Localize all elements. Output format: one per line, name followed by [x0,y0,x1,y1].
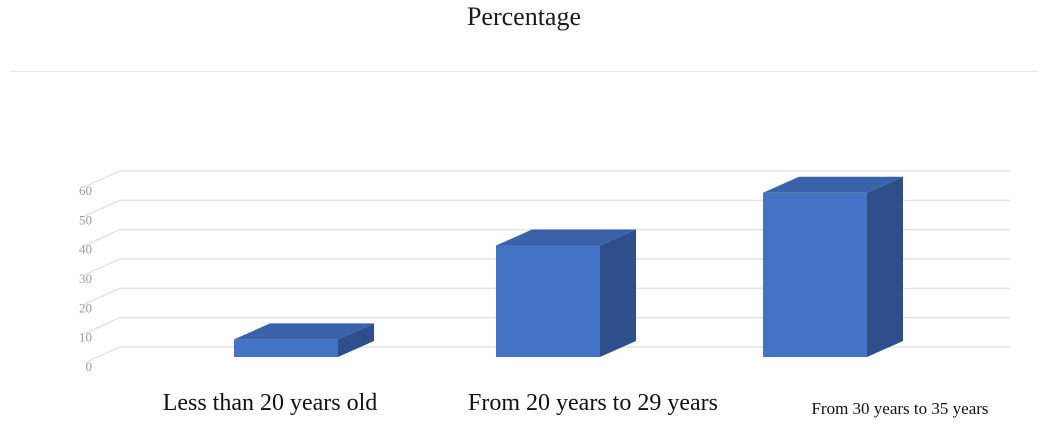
gridline-wall-1 [83,316,121,335]
gridline-wall-2 [83,287,121,306]
title-divider [10,71,1038,72]
bar-front-2 [763,192,867,357]
bar-side-0 [338,323,374,357]
gridline-wall-4 [83,228,121,247]
x-category-label-2: From 30 years to 35 years [811,399,988,418]
gridline-wall-3 [83,258,121,276]
y-tick-label-4: 40 [79,242,92,257]
y-tick-label-2: 20 [79,300,92,315]
x-category-label-1: From 20 years to 29 years [468,390,718,416]
y-tick-label-5: 50 [79,212,92,227]
gridline-wall-6 [83,170,121,188]
bar-top-1 [496,229,636,246]
y-tick-label-0: 0 [86,359,93,374]
bar-front-1 [496,245,600,357]
bar-top-2 [763,176,903,193]
y-tick-label-1: 10 [79,330,92,345]
y-tick-label-3: 30 [79,271,92,286]
x-category-label-0: Less than 20 years old [163,390,378,416]
bar-side-2 [867,176,903,357]
gridline-wall-5 [83,199,121,218]
y-tick-label-6: 60 [79,183,92,198]
chart-title: Percentage [466,2,582,31]
bar-top-0 [234,323,374,340]
gridline-wall-0 [83,346,121,364]
bar-front-0 [234,339,338,357]
bar-side-1 [600,229,636,357]
